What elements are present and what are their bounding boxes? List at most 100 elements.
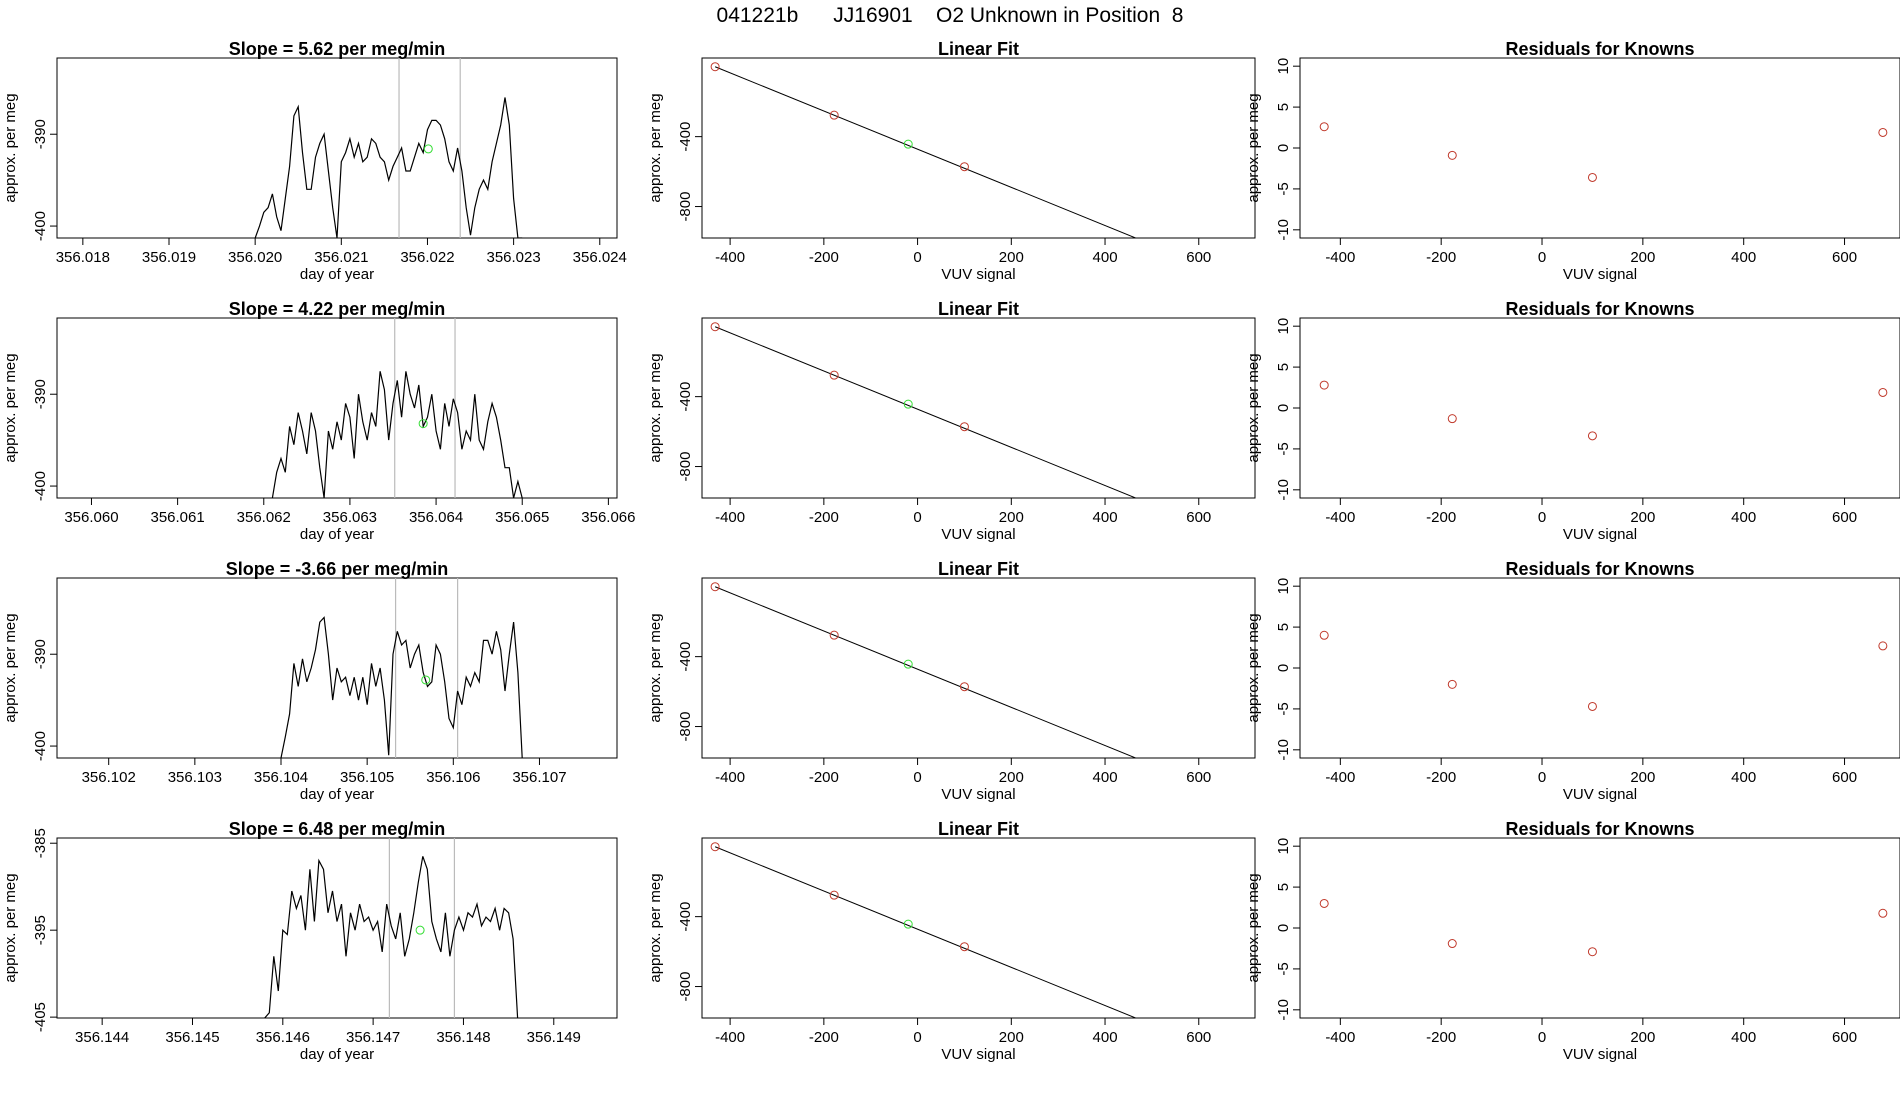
x-tick-label: 600: [1186, 1029, 1211, 1046]
x-axis-label: VUV signal: [1563, 786, 1637, 803]
x-tick-label: 356.103: [168, 769, 222, 786]
residual-point: [1447, 414, 1457, 424]
residual-point: [1319, 380, 1329, 390]
y-tick-label: 5: [1275, 363, 1292, 371]
x-tick-label: 356.102: [82, 769, 136, 786]
timeseries-panel-row-1: Slope = 4.22 per meg/min 356.060 356.061 35…: [2, 299, 636, 543]
x-tick-label: 356.060: [64, 509, 118, 526]
x-tick-label: -400: [1325, 769, 1355, 786]
residual-point: [1447, 679, 1457, 689]
plot-frame: [701, 577, 1256, 759]
residual-point: [1319, 630, 1329, 640]
y-tick-label: -10: [1275, 219, 1292, 241]
fit-line: [714, 326, 1138, 498]
x-tick-label: 356.106: [426, 769, 480, 786]
x-tick-label: -200: [1426, 769, 1456, 786]
plot-area: [264, 838, 519, 1018]
x-axis-label: VUV signal: [1563, 526, 1637, 543]
x-tick-label: -200: [809, 249, 839, 266]
residual-point: [1587, 947, 1597, 957]
unknown-point: [423, 144, 433, 154]
y-tick-label: -800: [677, 192, 694, 222]
known-point: [959, 942, 969, 952]
x-tick-label: 400: [1731, 1029, 1756, 1046]
residual-point: [1878, 387, 1888, 397]
x-tick-label: -200: [809, 769, 839, 786]
y-tick-label: 5: [1275, 103, 1292, 111]
x-axis-label: day of year: [300, 526, 374, 543]
y-axis-label: approx. per meg: [1245, 353, 1262, 462]
known-point: [710, 322, 720, 332]
x-axis-label: VUV signal: [1563, 1046, 1637, 1063]
y-tick-label: -10: [1275, 739, 1292, 761]
residuals-panel-row-3: Residuals for Knowns -400 -200 0 200 400 600 VU…: [1245, 819, 1900, 1063]
x-tick-label: 600: [1186, 249, 1211, 266]
y-tick-label: 0: [1275, 664, 1292, 672]
y-tick-label: -395: [32, 915, 49, 945]
unknown-point: [903, 659, 913, 669]
x-tick-label: 356.061: [150, 509, 204, 526]
x-tick-label: -400: [1325, 249, 1355, 266]
known-point: [1230, 274, 1238, 282]
y-axis-label: approx. per meg: [2, 353, 19, 462]
x-tick-label: 200: [1630, 249, 1655, 266]
y-tick-label: 0: [1275, 924, 1292, 932]
y-tick-label: -800: [677, 712, 694, 742]
x-axis-label: VUV signal: [941, 266, 1015, 283]
y-tick-label: -400: [32, 211, 49, 241]
y-tick-label: 10: [1275, 838, 1292, 855]
residual-point: [1878, 641, 1888, 651]
fit-line: [714, 846, 1138, 1018]
panel-title: Slope = 4.22 per meg/min: [229, 299, 446, 319]
x-tick-label: 356.019: [142, 249, 196, 266]
plot-area: [1319, 122, 1888, 182]
x-axis-label: day of year: [300, 786, 374, 803]
x-tick-label: 356.144: [75, 1029, 129, 1046]
residual-point: [1447, 150, 1457, 160]
x-tick-label: -400: [715, 769, 745, 786]
x-tick-label: 356.104: [254, 769, 308, 786]
residual-point: [1587, 172, 1597, 182]
x-tick-label: 356.064: [409, 509, 463, 526]
known-point: [1230, 534, 1238, 542]
x-tick-label: 356.065: [495, 509, 549, 526]
panel-title: Linear Fit: [938, 39, 1019, 59]
x-tick-label: 0: [913, 1029, 921, 1046]
residual-point: [1587, 701, 1597, 711]
x-axis-label: VUV signal: [941, 1046, 1015, 1063]
series-line: [280, 616, 523, 758]
residual-point: [1319, 122, 1329, 132]
y-tick-label: 5: [1275, 623, 1292, 631]
series-line: [264, 856, 519, 1018]
y-tick-label: -10: [1275, 479, 1292, 501]
x-tick-label: 400: [1093, 249, 1118, 266]
plot-area: [1319, 380, 1888, 441]
unknown-point: [903, 919, 913, 929]
y-tick-label: -10: [1275, 999, 1292, 1021]
known-point: [1230, 1054, 1238, 1062]
y-tick-label: -405: [32, 1002, 49, 1032]
series-line: [254, 97, 523, 238]
x-tick-label: 356.145: [165, 1029, 219, 1046]
x-tick-label: 356.105: [340, 769, 394, 786]
known-point: [959, 162, 969, 172]
residuals-panel-row-0: Residuals for Knowns -400 -200 0 200 400 600 VU…: [1245, 39, 1900, 283]
y-axis-label: approx. per meg: [2, 873, 19, 982]
x-tick-label: 0: [1538, 509, 1546, 526]
plot-area: [710, 62, 1238, 282]
plot-frame: [56, 317, 618, 499]
timeseries-panel-row-0: Slope = 5.62 per meg/min 356.018 356.019 35…: [2, 39, 627, 283]
plot-frame: [701, 837, 1256, 1019]
y-tick-label: -385: [32, 828, 49, 858]
x-axis-label: VUV signal: [1563, 266, 1637, 283]
plot-frame: [56, 57, 618, 239]
y-tick-label: 0: [1275, 404, 1292, 412]
unknown-point: [903, 139, 913, 149]
x-tick-label: 200: [1630, 509, 1655, 526]
y-tick-label: 10: [1275, 578, 1292, 595]
y-tick-label: 0: [1275, 144, 1292, 152]
x-tick-label: 356.022: [400, 249, 454, 266]
y-axis-label: approx. per meg: [2, 613, 19, 722]
x-tick-label: 200: [1630, 1029, 1655, 1046]
